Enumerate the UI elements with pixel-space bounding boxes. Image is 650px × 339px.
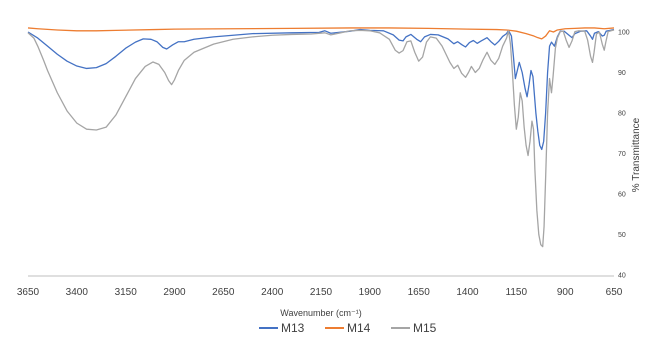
- x-tick-label: 3400: [66, 287, 89, 298]
- x-tick-label: 1400: [456, 287, 479, 298]
- y-tick-label: 70: [618, 151, 626, 158]
- x-axis-title: Wavenumber (cm⁻¹): [280, 308, 361, 318]
- series-layer: [27, 27, 615, 248]
- y-tick-labels: 40 50 60 70 80 90 100: [618, 30, 630, 280]
- x-tick-labels: 3650 3400 3150 2900 2650 2400 2150 1900 1650 1400…: [17, 287, 623, 298]
- legend-label-m13: M13: [281, 321, 305, 335]
- series-line-m14: [27, 27, 615, 40]
- x-tick-label: 2150: [310, 287, 333, 298]
- x-tick-label: 2900: [163, 287, 186, 298]
- legend-label-m15: M15: [413, 321, 437, 335]
- y-tick-label: 100: [618, 30, 630, 37]
- x-tick-label: 1650: [408, 287, 431, 298]
- x-tick-label: 650: [606, 287, 623, 298]
- legend: M13 M14 M15: [259, 321, 437, 335]
- x-tick-label: 2650: [212, 287, 235, 298]
- y-axis-title: % Transmittance: [631, 117, 642, 192]
- x-tick-label: 1900: [359, 287, 382, 298]
- y-tick-label: 90: [618, 70, 626, 77]
- x-tick-label: 2400: [261, 287, 284, 298]
- y-tick-label: 40: [618, 273, 626, 280]
- x-tick-label: 3650: [17, 287, 40, 298]
- x-tick-label: 3150: [115, 287, 138, 298]
- x-tick-label: 900: [557, 287, 574, 298]
- x-tick-label: 1150: [506, 287, 528, 298]
- y-tick-label: 80: [618, 111, 626, 118]
- legend-label-m14: M14: [347, 321, 371, 335]
- y-tick-label: 50: [618, 232, 626, 239]
- series-line-m15: [27, 29, 615, 248]
- y-tick-label: 60: [618, 192, 626, 199]
